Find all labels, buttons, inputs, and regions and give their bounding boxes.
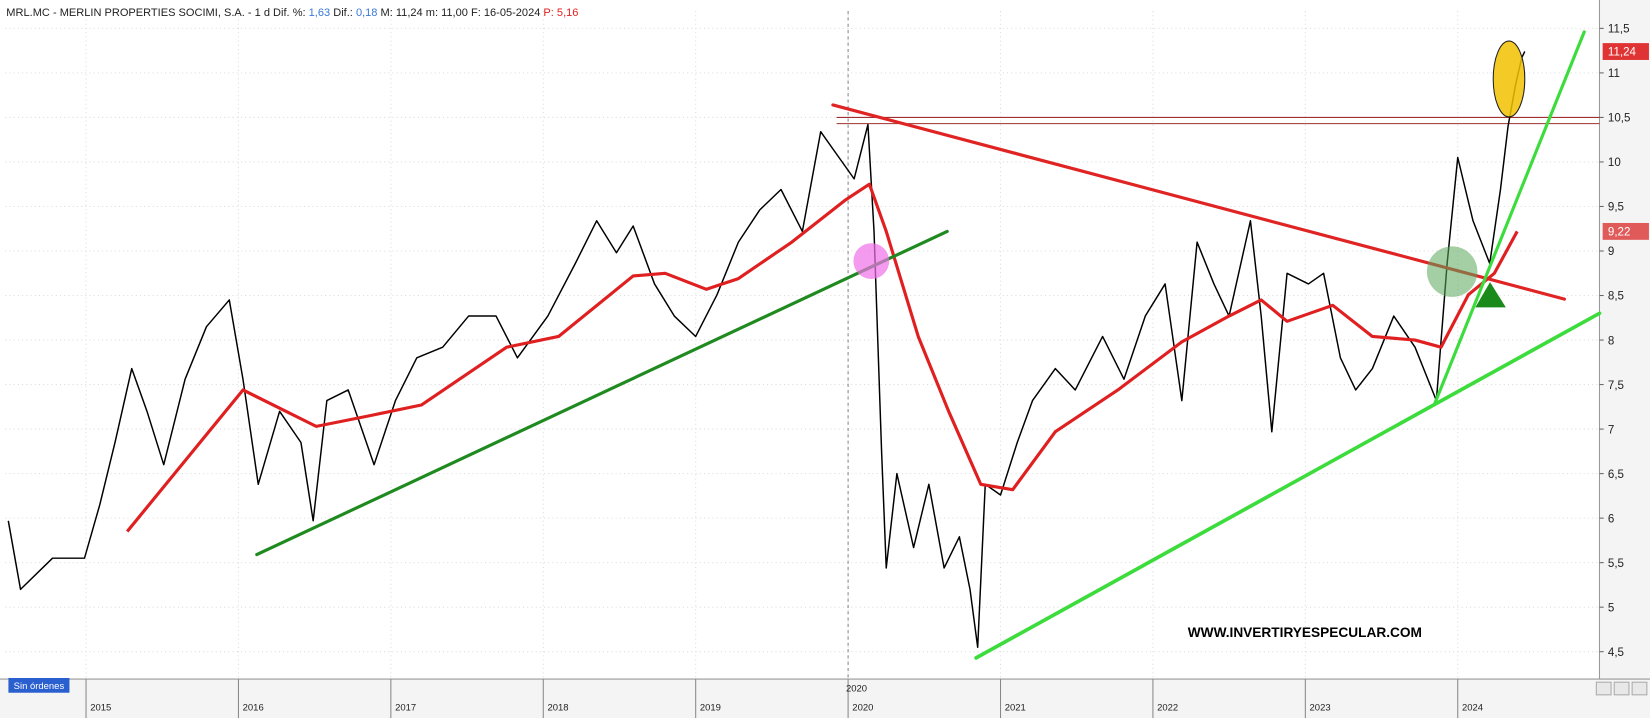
series-line bbox=[7, 51, 1526, 648]
x-tick-label: 2023 bbox=[1310, 703, 1331, 714]
y-tick-label: 8,5 bbox=[1608, 291, 1624, 303]
x-tick-label: 2021 bbox=[1005, 703, 1026, 714]
y-tick-label: 6,5 bbox=[1608, 469, 1624, 481]
x-tick-label: 2017 bbox=[395, 703, 416, 714]
x-tick-label: 2015 bbox=[90, 703, 111, 714]
y-tick-label: 5,5 bbox=[1608, 558, 1624, 570]
y-tick-label: 5 bbox=[1608, 602, 1614, 614]
watermark: WWW.INVERTIRYESPECULAR.COM bbox=[1188, 625, 1422, 640]
toolbar-button[interactable] bbox=[1613, 681, 1630, 696]
trend-line bbox=[1433, 30, 1586, 405]
header-part: M: 11,24 m: 11,00 F: 16-05-2024 bbox=[377, 7, 543, 19]
header-part: 1,63 bbox=[309, 7, 331, 19]
price-tag-label: 9,22 bbox=[1608, 227, 1631, 239]
header: MRL.MC - MERLIN PROPERTIES SOCIMI, S.A. … bbox=[6, 7, 578, 19]
status: Sin órdenes bbox=[14, 681, 65, 692]
y-tick-label: 11 bbox=[1608, 68, 1620, 80]
y-tick-label: 6 bbox=[1608, 513, 1614, 525]
x-tick-label: 2019 bbox=[700, 703, 721, 714]
trend-line bbox=[255, 229, 949, 557]
y-tick-label: 11,5 bbox=[1608, 24, 1630, 36]
y-tick-label: 7,5 bbox=[1608, 380, 1624, 392]
crosshair-label: 2020 bbox=[846, 684, 867, 695]
y-tick-label: 9,5 bbox=[1608, 202, 1624, 214]
status-box bbox=[8, 677, 70, 693]
y-tick-label: 9 bbox=[1608, 246, 1614, 258]
header-part: Dif.: bbox=[330, 7, 356, 19]
signal-triangle bbox=[1475, 282, 1506, 308]
toolbar-button[interactable] bbox=[1631, 681, 1648, 696]
x-tick-label: 2022 bbox=[1157, 703, 1178, 714]
y-tick-label: 10 bbox=[1608, 157, 1621, 169]
highlight-ellipse bbox=[1492, 40, 1526, 118]
x-tick-label: 2020 bbox=[852, 703, 873, 714]
toolbar-button[interactable] bbox=[1595, 681, 1612, 696]
x-tick-label: 2016 bbox=[243, 703, 264, 714]
y-tick-label: 4,5 bbox=[1608, 647, 1624, 659]
highlight-circle bbox=[1426, 246, 1478, 297]
price-tag bbox=[1602, 43, 1649, 60]
y-tick-label: 8 bbox=[1608, 335, 1614, 347]
y-tick-label: 7 bbox=[1608, 424, 1614, 436]
y-tick-label: 10,5 bbox=[1608, 113, 1631, 125]
header-part: MRL.MC - MERLIN PROPERTIES SOCIMI, S.A. … bbox=[6, 7, 308, 19]
x-tick-label: 2024 bbox=[1462, 703, 1483, 714]
plot bbox=[7, 30, 1602, 660]
header-part: P: 5,16 bbox=[543, 7, 578, 19]
header-part: 0,18 bbox=[356, 7, 378, 19]
x-axis-panel bbox=[0, 679, 1650, 718]
y-axis-panel bbox=[1599, 0, 1650, 718]
highlight-circle bbox=[853, 243, 890, 279]
price-tag-label: 11,24 bbox=[1608, 47, 1637, 59]
trend-line bbox=[974, 311, 1602, 660]
grid bbox=[5, 11, 1600, 680]
price-tag bbox=[1602, 222, 1649, 240]
x-tick-label: 2018 bbox=[547, 703, 568, 714]
series-line bbox=[126, 182, 1519, 533]
